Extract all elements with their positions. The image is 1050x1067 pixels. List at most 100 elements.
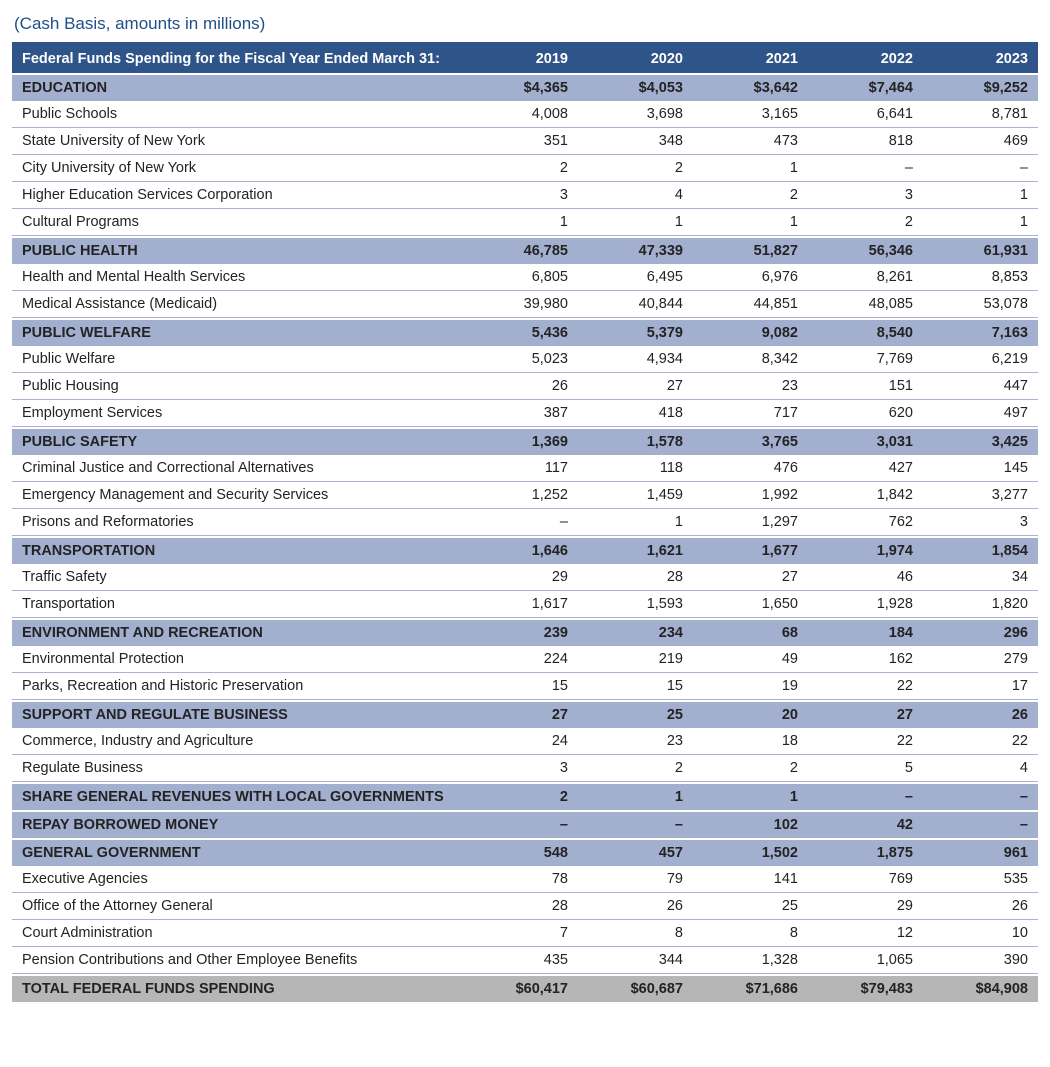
section-title: SUPPORT AND REGULATE BUSINESS	[12, 700, 463, 728]
row-value: 469	[923, 128, 1038, 155]
row-value: 6,805	[463, 264, 578, 291]
row-value: 3,698	[578, 101, 693, 128]
row-value: 78	[463, 866, 578, 893]
section-row: ENVIRONMENT AND RECREATION23923468184296	[12, 618, 1038, 646]
section-total: 47,339	[578, 236, 693, 264]
data-row: Cultural Programs11121	[12, 209, 1038, 236]
row-value: 1	[693, 209, 808, 236]
row-label: Criminal Justice and Correctional Altern…	[12, 455, 463, 482]
row-value: 162	[808, 646, 923, 673]
row-label: Cultural Programs	[12, 209, 463, 236]
section-row: GENERAL GOVERNMENT5484571,5021,875961	[12, 838, 1038, 866]
row-value: –	[923, 155, 1038, 182]
section-total: 26	[923, 700, 1038, 728]
row-value: 2	[808, 209, 923, 236]
row-value: 348	[578, 128, 693, 155]
row-value: 5	[808, 755, 923, 782]
row-value: 18	[693, 728, 808, 755]
section-row: REPAY BORROWED MONEY––10242–	[12, 810, 1038, 838]
row-value: 79	[578, 866, 693, 893]
section-total: 3,031	[808, 427, 923, 455]
row-value: 1,593	[578, 591, 693, 618]
row-value: 29	[808, 893, 923, 920]
row-value: 22	[923, 728, 1038, 755]
row-label: Executive Agencies	[12, 866, 463, 893]
row-label: Court Administration	[12, 920, 463, 947]
row-value: 717	[693, 400, 808, 427]
row-value: 1,820	[923, 591, 1038, 618]
row-value: 351	[463, 128, 578, 155]
data-row: Public Schools4,0083,6983,1656,6418,781	[12, 101, 1038, 128]
data-row: Prisons and Reformatories–11,2977623	[12, 509, 1038, 536]
section-total: 239	[463, 618, 578, 646]
row-value: 473	[693, 128, 808, 155]
row-value: 1,650	[693, 591, 808, 618]
row-value: 34	[923, 564, 1038, 591]
row-label: City University of New York	[12, 155, 463, 182]
row-value: 22	[808, 728, 923, 755]
data-row: Employment Services387418717620497	[12, 400, 1038, 427]
row-value: 145	[923, 455, 1038, 482]
row-label: Health and Mental Health Services	[12, 264, 463, 291]
row-value: 12	[808, 920, 923, 947]
section-title: ENVIRONMENT AND RECREATION	[12, 618, 463, 646]
data-row: Court Administration7881210	[12, 920, 1038, 947]
header-year: 2021	[693, 42, 808, 73]
row-value: 7,769	[808, 346, 923, 373]
row-value: 25	[693, 893, 808, 920]
row-label: Regulate Business	[12, 755, 463, 782]
row-value: 19	[693, 673, 808, 700]
row-value: 151	[808, 373, 923, 400]
row-value: 8,853	[923, 264, 1038, 291]
section-total: 1,974	[808, 536, 923, 564]
grand-total-row: TOTAL FEDERAL FUNDS SPENDING$60,417$60,6…	[12, 974, 1038, 1002]
row-value: 6,495	[578, 264, 693, 291]
section-total: 457	[578, 838, 693, 866]
section-title: PUBLIC SAFETY	[12, 427, 463, 455]
data-row: Pension Contributions and Other Employee…	[12, 947, 1038, 974]
row-label: Public Schools	[12, 101, 463, 128]
row-value: 28	[578, 564, 693, 591]
section-total: 1	[578, 782, 693, 810]
data-row: Criminal Justice and Correctional Altern…	[12, 455, 1038, 482]
data-row: Executive Agencies7879141769535	[12, 866, 1038, 893]
section-total: 234	[578, 618, 693, 646]
row-value: 46	[808, 564, 923, 591]
row-value: 117	[463, 455, 578, 482]
row-value: 476	[693, 455, 808, 482]
grand-total-value: $60,417	[463, 974, 578, 1002]
data-row: Medical Assistance (Medicaid)39,98040,84…	[12, 291, 1038, 318]
row-label: Office of the Attorney General	[12, 893, 463, 920]
data-row: Public Welfare5,0234,9348,3427,7696,219	[12, 346, 1038, 373]
row-value: 4	[923, 755, 1038, 782]
section-row: PUBLIC SAFETY1,3691,5783,7653,0313,425	[12, 427, 1038, 455]
section-title: GENERAL GOVERNMENT	[12, 838, 463, 866]
section-total: 548	[463, 838, 578, 866]
row-value: 1,328	[693, 947, 808, 974]
data-row: Transportation1,6171,5931,6501,9281,820	[12, 591, 1038, 618]
row-value: 1,065	[808, 947, 923, 974]
row-value: 29	[463, 564, 578, 591]
section-total: $3,642	[693, 73, 808, 101]
row-label: Emergency Management and Security Servic…	[12, 482, 463, 509]
section-total: 5,379	[578, 318, 693, 346]
grand-total-value: $79,483	[808, 974, 923, 1002]
row-value: 1	[578, 509, 693, 536]
section-total: –	[923, 782, 1038, 810]
section-total: 1	[693, 782, 808, 810]
section-total: $9,252	[923, 73, 1038, 101]
row-value: 28	[463, 893, 578, 920]
row-value: 224	[463, 646, 578, 673]
section-total: 2	[463, 782, 578, 810]
row-label: Pension Contributions and Other Employee…	[12, 947, 463, 974]
row-value: 1,842	[808, 482, 923, 509]
data-row: Regulate Business32254	[12, 755, 1038, 782]
row-value: 3	[808, 182, 923, 209]
data-row: Parks, Recreation and Historic Preservat…	[12, 673, 1038, 700]
header-row: Federal Funds Spending for the Fiscal Ye…	[12, 42, 1038, 73]
header-year: 2020	[578, 42, 693, 73]
section-total: 3,425	[923, 427, 1038, 455]
row-value: 3,165	[693, 101, 808, 128]
row-value: 15	[578, 673, 693, 700]
row-value: 49	[693, 646, 808, 673]
